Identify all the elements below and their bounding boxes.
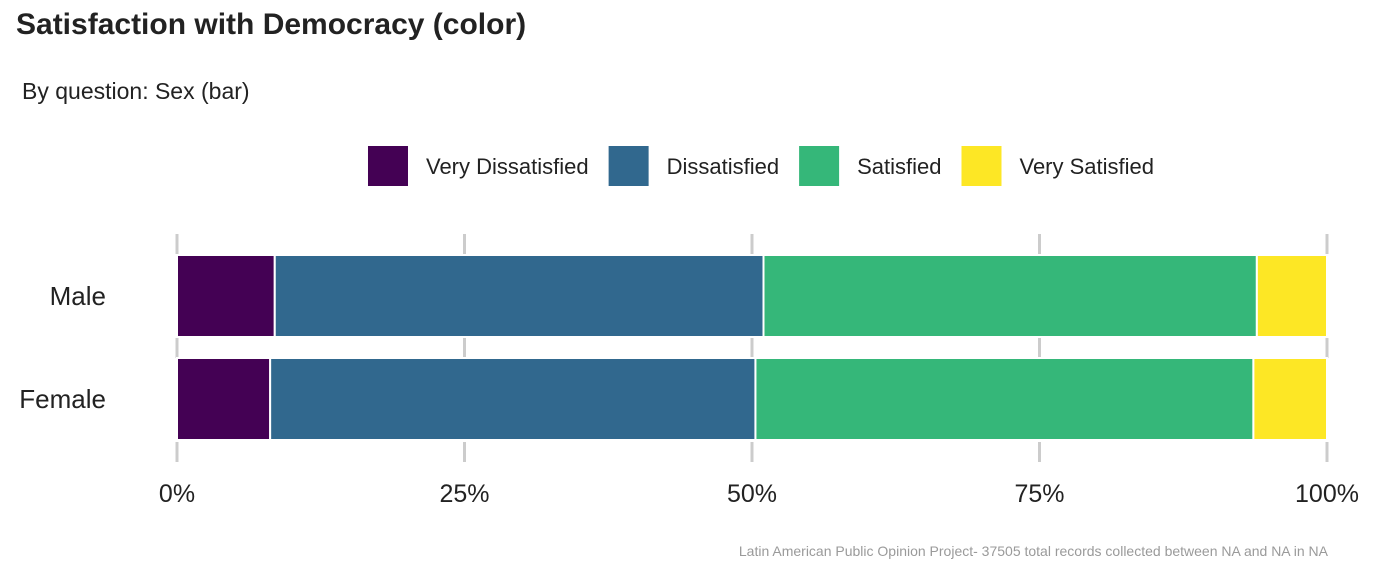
- category-labels: Male Female: [19, 281, 106, 414]
- legend-label-very-dissatisfied: Very Dissatisfied: [426, 154, 589, 179]
- legend: Very Dissatisfied Dissatisfied Satisfied Ve…: [367, 146, 1154, 186]
- bar-segment-male-1: [273, 254, 765, 338]
- chart-caption: Latin American Public Opinion Project- 3…: [738, 543, 1328, 559]
- legend-label-satisfied: Satisfied: [857, 154, 941, 179]
- bar-segment-female-1: [269, 357, 757, 441]
- category-label-male: Male: [50, 281, 106, 311]
- bar-segment-male-0: [176, 254, 276, 338]
- x-tick-label-4: 100%: [1295, 480, 1359, 508]
- bar-segment-female-2: [754, 357, 1255, 441]
- bar-segment-female-0: [176, 357, 272, 441]
- x-tick-label-2: 50%: [727, 480, 777, 508]
- legend-label-very-satisfied: Very Satisfied: [1019, 154, 1154, 179]
- gridlines: [175, 234, 1329, 462]
- bars: [176, 254, 1329, 441]
- legend-swatch-satisfied: [799, 146, 840, 186]
- x-tick-label-3: 75%: [1014, 480, 1064, 508]
- category-label-female: Female: [19, 384, 106, 414]
- legend-swatch-very-satisfied: [961, 146, 1002, 186]
- x-tick-label-1: 25%: [439, 480, 489, 508]
- bar-segment-male-3: [1255, 254, 1328, 338]
- chart-title: Satisfaction with Democracy (color): [16, 8, 527, 41]
- legend-swatch-very-dissatisfied: [367, 146, 408, 186]
- bar-segment-male-2: [762, 254, 1258, 338]
- bar-segment-female-3: [1252, 357, 1329, 441]
- x-tick-label-0: 0%: [159, 480, 195, 508]
- x-axis-tick-labels: 0% 25% 50% 75% 100%: [159, 480, 1359, 508]
- chart-subtitle: By question: Sex (bar): [22, 78, 250, 104]
- legend-label-dissatisfied: Dissatisfied: [667, 154, 779, 179]
- legend-swatch-dissatisfied: [608, 146, 649, 186]
